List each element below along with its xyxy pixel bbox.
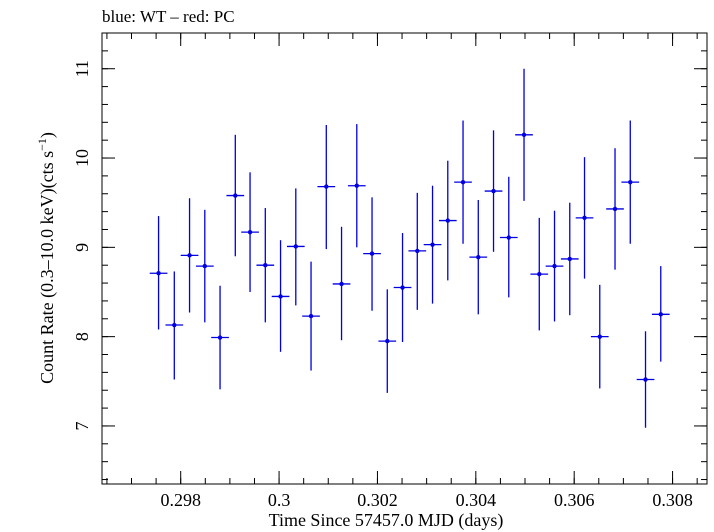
data-point <box>636 331 655 428</box>
data-marker <box>247 229 253 235</box>
data-marker <box>263 262 268 268</box>
data-point <box>180 198 199 313</box>
x-tick-labels: 0.298 0.3 0.302 0.304 0.306 0.308 <box>160 490 692 510</box>
data-point <box>195 209 214 323</box>
x-tick-label: 0.304 <box>456 490 497 510</box>
data-point <box>226 134 245 257</box>
data-point <box>545 210 564 322</box>
data-point <box>575 157 594 279</box>
data-point <box>393 233 412 343</box>
data-point <box>423 185 442 304</box>
y-tick-label: 11 <box>72 60 92 77</box>
data-marker <box>476 254 481 260</box>
x-axis-label: Time Since 57457.0 MJD (days) <box>269 510 504 531</box>
data-point <box>302 261 320 371</box>
data-marker <box>324 184 329 189</box>
data-marker <box>156 271 161 276</box>
data-point <box>211 285 229 390</box>
data-point <box>165 271 184 380</box>
data-marker <box>628 179 633 185</box>
data-marker <box>202 263 208 269</box>
data-marker <box>643 377 648 382</box>
y-tick-label: 9 <box>72 243 92 252</box>
data-point <box>454 120 472 244</box>
data-point <box>530 217 549 331</box>
data-point <box>271 240 290 352</box>
data-point <box>256 208 275 323</box>
data-marker <box>491 188 496 194</box>
y-axis-label-close: ) <box>37 132 58 138</box>
data-marker <box>567 256 572 262</box>
data-point <box>438 160 457 281</box>
data-point <box>560 202 579 316</box>
y-axis-label-main: Count Rate (0.3–10.0 keV)(cts s <box>37 151 58 384</box>
data-point <box>286 188 305 306</box>
data-marker <box>172 322 177 328</box>
data-marker <box>582 215 587 221</box>
data-point <box>606 148 624 270</box>
data-marker <box>187 253 192 258</box>
data-point <box>484 130 503 252</box>
data-marker <box>552 263 557 269</box>
x-tick-label: 0.3 <box>268 490 291 510</box>
data-marker <box>339 281 344 287</box>
chart-title: blue: WT – red: PC <box>102 7 235 26</box>
data-point <box>621 120 640 244</box>
data-point <box>515 68 533 201</box>
data-marker <box>430 242 435 247</box>
y-axis-label: Count Rate (0.3–10.0 keV)(cts s−1) <box>35 132 58 384</box>
data-point <box>499 176 518 298</box>
y-tick-labels: 7 8 9 10 11 <box>72 60 92 430</box>
y-axis-label-superscript: −1 <box>35 138 49 151</box>
data-marker <box>293 244 298 249</box>
data-points <box>149 68 670 428</box>
axis-ticks <box>102 32 707 484</box>
data-marker <box>415 248 420 254</box>
data-marker <box>612 206 618 212</box>
data-marker <box>400 285 405 290</box>
data-marker <box>278 294 283 299</box>
data-point <box>332 226 351 341</box>
data-marker <box>445 218 450 223</box>
x-tick-label: 0.308 <box>652 490 693 510</box>
y-tick-label: 7 <box>72 421 92 430</box>
data-marker <box>597 334 602 339</box>
data-point <box>651 266 670 362</box>
y-tick-label: 10 <box>72 149 92 167</box>
data-point <box>590 284 609 389</box>
data-marker <box>308 313 314 319</box>
data-point <box>469 200 488 315</box>
data-marker <box>537 271 542 277</box>
data-point <box>378 289 397 393</box>
plot-frame <box>101 32 708 485</box>
data-marker <box>506 235 511 240</box>
x-tick-label: 0.306 <box>554 490 595 510</box>
data-marker <box>354 183 359 188</box>
data-point <box>317 124 336 250</box>
data-point <box>408 192 427 310</box>
x-tick-label: 0.302 <box>357 490 398 510</box>
x-tick-label: 0.298 <box>160 490 201 510</box>
data-point <box>241 172 259 292</box>
data-marker <box>658 312 663 317</box>
data-point <box>149 216 168 330</box>
data-marker <box>369 251 375 256</box>
data-marker <box>460 179 466 185</box>
data-marker <box>521 132 527 138</box>
data-marker <box>385 338 390 344</box>
y-tick-label: 8 <box>72 332 92 341</box>
data-marker <box>217 335 223 340</box>
data-marker <box>233 193 238 198</box>
data-point <box>363 197 381 311</box>
data-point <box>347 124 366 248</box>
